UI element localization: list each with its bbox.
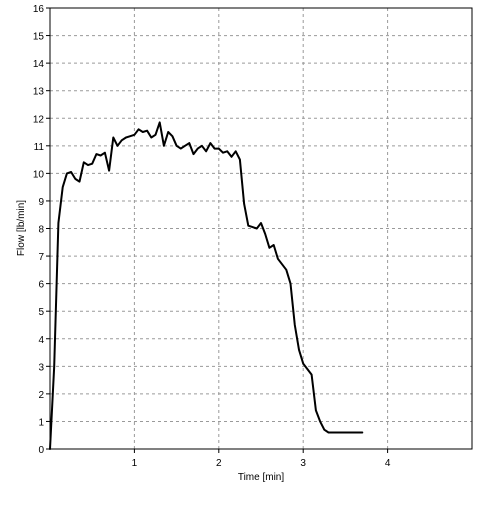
y-tick-label: 4 (38, 335, 44, 346)
y-tick-label: 6 (38, 280, 44, 291)
y-tick-label: 7 (38, 252, 44, 263)
x-axis-label: Time [min] (238, 472, 285, 483)
y-tick-label: 9 (38, 197, 44, 208)
y-tick-label: 10 (33, 169, 45, 180)
series-layer (49, 121, 364, 450)
y-tick-label: 2 (38, 390, 44, 401)
y-tick-label: 13 (33, 87, 45, 98)
x-tick-label: 4 (385, 458, 391, 469)
y-axis-label: Flow [lb/min] (16, 200, 27, 256)
y-tick-label: 8 (38, 225, 44, 236)
y-tick-label: 0 (38, 445, 44, 456)
plot-frame (49, 7, 473, 450)
y-tick-label: 16 (33, 4, 45, 15)
x-tick-label: 2 (216, 458, 222, 469)
y-tick-label: 1 (38, 417, 44, 428)
x-tick-label: 3 (300, 458, 306, 469)
y-tick-label: 15 (33, 32, 45, 43)
x-tick-label: 1 (132, 458, 138, 469)
flow-series-line (49, 121, 364, 450)
y-tick-label: 14 (33, 59, 45, 70)
y-tick-label: 5 (38, 307, 44, 318)
y-tick-label: 12 (33, 114, 45, 125)
grid (50, 8, 472, 449)
y-tick-label: 3 (38, 362, 44, 373)
y-tick-label: 11 (34, 142, 45, 153)
